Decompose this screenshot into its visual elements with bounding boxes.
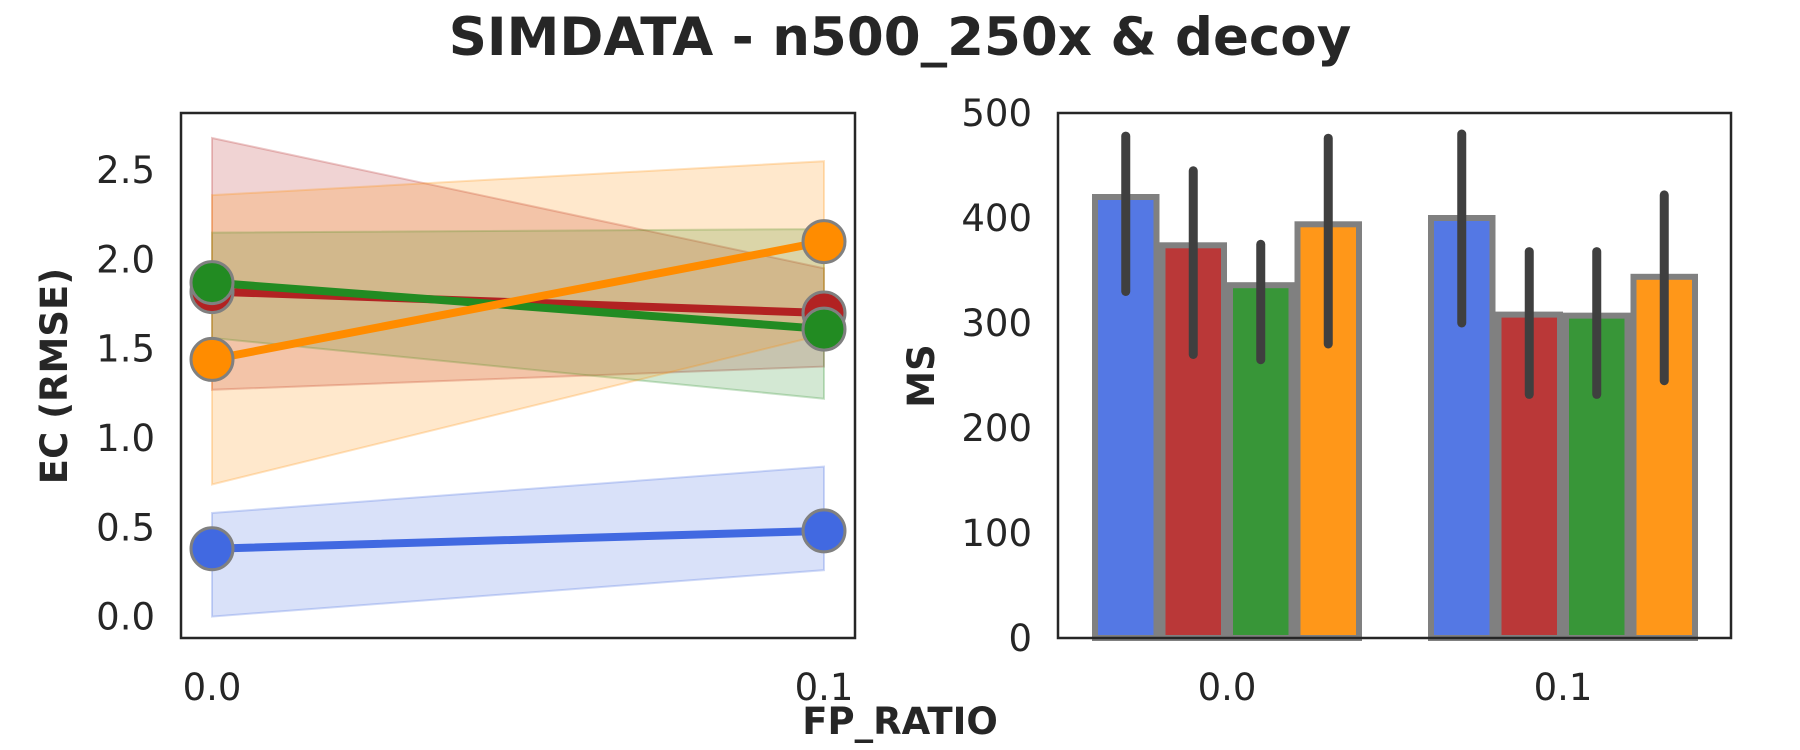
line-chart-y-ticks: 0.0 0.5 1.0 1.5 2.0 2.5 [96,149,155,638]
bar-y-tick-label: 0 [1008,617,1032,660]
confidence-bands [211,136,825,618]
line-chart-x-ticks: 0.0 0.1 [183,666,854,709]
line-y-tick-label: 2.5 [96,149,155,192]
bar-chart-y-axis-label: MS [900,344,943,407]
figure-title: SIMDATA - n500_250x & decoy [449,7,1352,68]
bar-chart-y-ticks: 0 100 200 300 400 500 [961,92,1032,660]
series-line-blue [208,526,828,553]
line-y-tick-label: 1.0 [96,417,155,460]
bars [1092,194,1698,642]
series-lines [208,237,828,553]
point-green-1 [801,306,847,352]
line-x-tick-label: 0.1 [795,666,854,709]
line-y-tick-label: 0.0 [96,596,155,639]
bar-chart-panel: 0 100 200 300 400 500 0.0 0.1 MS [900,92,1733,709]
line-chart-frame [179,111,857,640]
line-y-tick-label: 1.5 [96,328,155,371]
point-orange-0 [189,336,235,382]
shared-x-axis-label: FP_RATIO [802,700,998,743]
bar-x-tick-label: 0.1 [1534,666,1593,709]
point-blue-0 [189,526,235,572]
line-y-tick-label: 0.5 [96,506,155,549]
bar-y-tick-label: 400 [961,197,1032,240]
bar-y-tick-label: 100 [961,512,1032,555]
bar-y-tick-label: 300 [961,302,1032,345]
line-x-tick-label: 0.0 [183,666,242,709]
line-y-tick-label: 2.0 [96,238,155,281]
series-line-green [208,278,828,334]
line-chart-panel: 0.0 0.5 1.0 1.5 2.0 2.5 0.0 0.1 EC (RMSE) [33,111,857,709]
bar-y-tick-label: 200 [961,407,1032,450]
line-chart-y-axis-label: EC (RMSE) [33,268,76,484]
point-blue-1 [801,508,847,554]
series-line-orange [208,237,828,364]
bar-y-tick-label: 500 [961,92,1032,135]
bar-chart-x-ticks: 0.0 0.1 [1198,666,1593,709]
bar-x-tick-label: 0.0 [1198,666,1257,709]
bar-chart-frame [1056,111,1733,640]
error-bars [1121,129,1669,399]
point-green-0 [189,260,235,306]
point-orange-1 [801,219,847,265]
series-points [189,219,847,572]
